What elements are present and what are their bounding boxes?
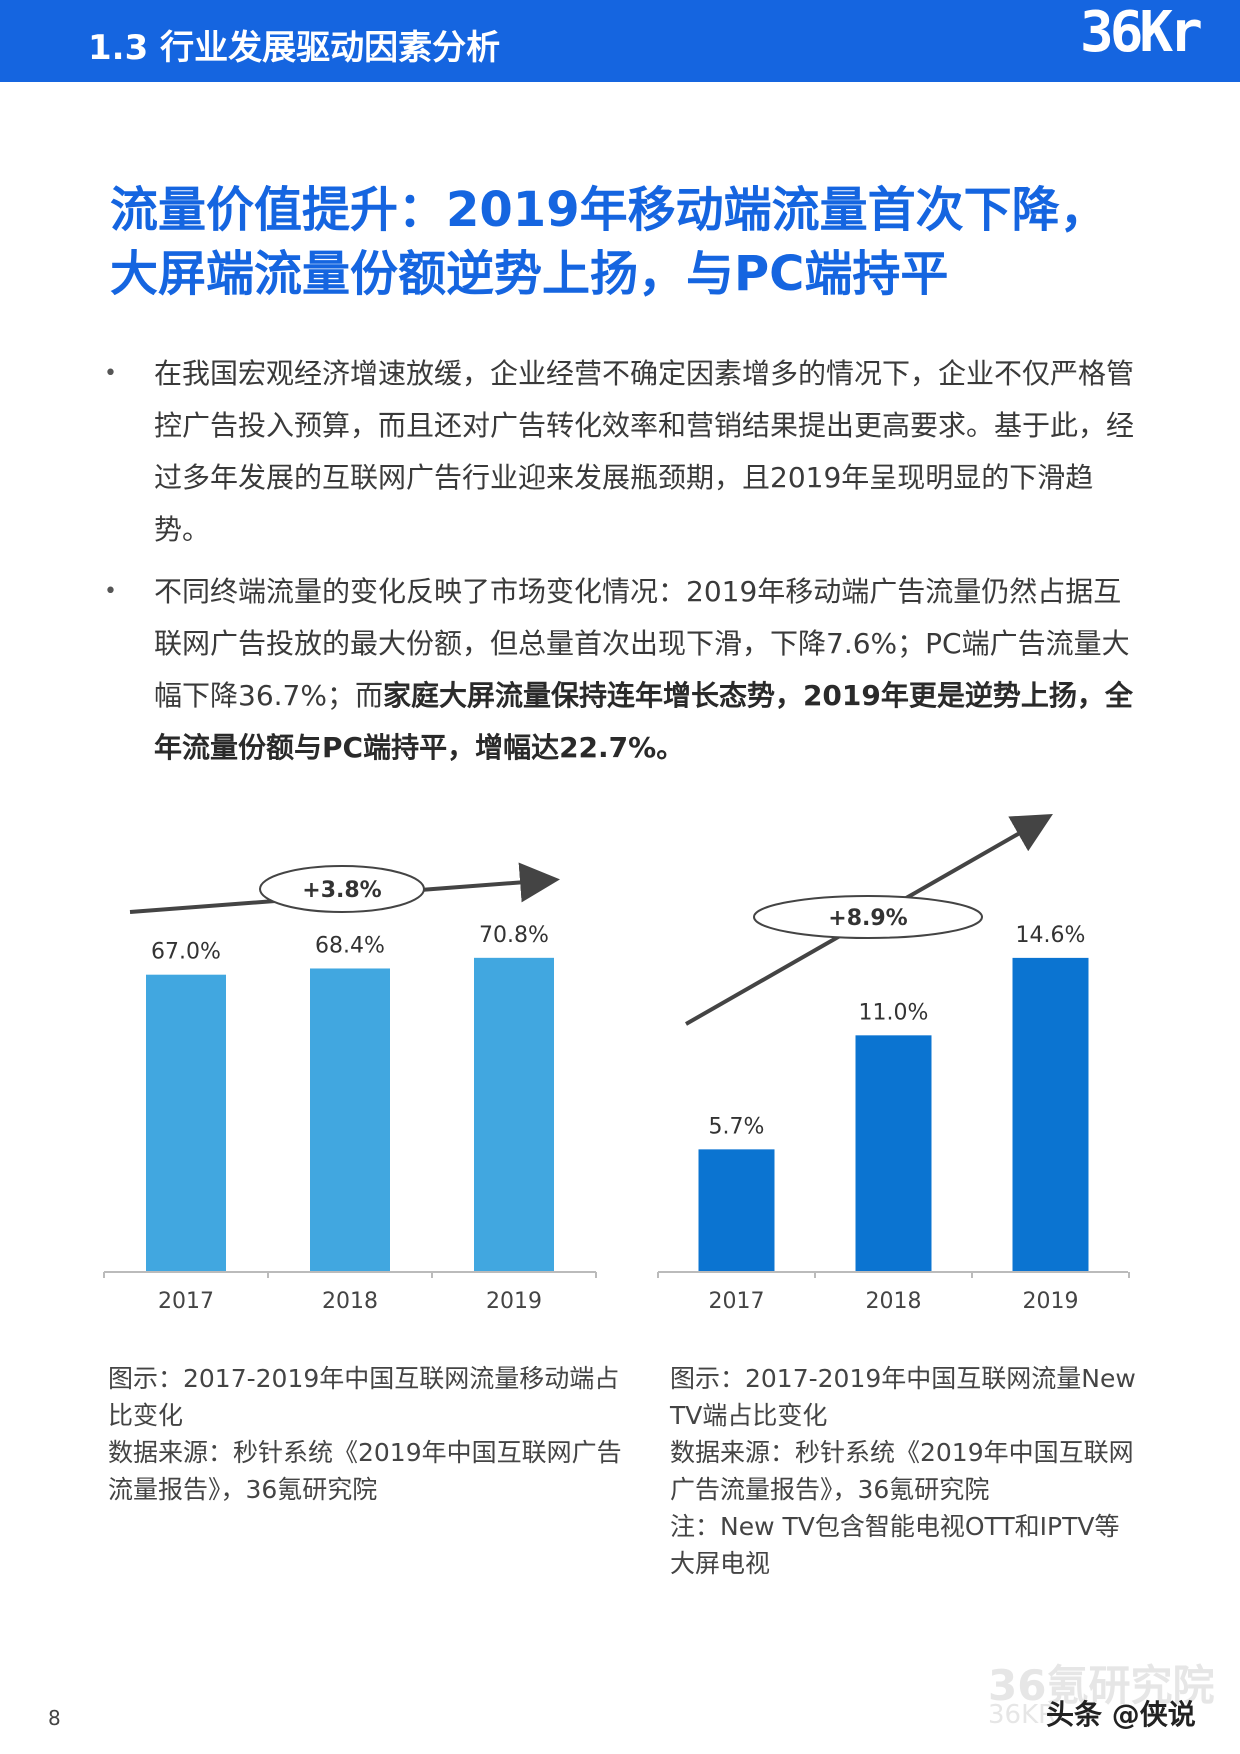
bar — [855, 1035, 932, 1272]
x-tick-label: 2017 — [158, 1289, 214, 1314]
bullet-item: • 在我国宏观经济增速放缓，企业经营不确定因素增多的情况下，企业不仅严格管控广告… — [104, 348, 1134, 556]
header-bar — [0, 0, 1240, 82]
x-tick-label: 2018 — [322, 1289, 378, 1314]
brand-logo: 36Kr — [1080, 0, 1203, 65]
bullet-dot-icon: • — [104, 361, 117, 386]
headline: 流量价值提升：2019年移动端流量首次下降， 大屏端流量份额逆势上扬，与PC端持… — [110, 178, 1170, 306]
growth-annotation-bubble — [753, 895, 983, 939]
source-tag: 头条 @侠说 — [1046, 1698, 1196, 1731]
left-chart-caption: 图示：2017-2019年中国互联网流量移动端占 比变化 数据来源：秒针系统《2… — [108, 1360, 622, 1508]
caption-line: 图示：2017-2019年中国互联网流量New — [670, 1364, 1136, 1393]
headline-line-2: 大屏端流量份额逆势上扬，与PC端持平 — [110, 246, 949, 302]
caption-line: 图示：2017-2019年中国互联网流量移动端占 — [108, 1364, 620, 1393]
caption-line: 比变化 — [108, 1401, 184, 1430]
bullet-text: 在我国宏观经济增速放缓，企业经营不确定因素增多的情况下，企业不仅严格管控广告投入… — [154, 357, 1135, 546]
x-tick-label: 2018 — [866, 1289, 922, 1314]
caption-line: 流量报告》，36氪研究院 — [108, 1475, 378, 1504]
x-tick-label: 2017 — [709, 1289, 765, 1314]
bullet-bold-text: 家庭大屏流量保持连年增长态势，2019年更是逆势上扬，全年流量份额与PC端持平，… — [154, 679, 1133, 764]
caption-line: 数据来源：秒针系统《2019年中国互联网 — [670, 1438, 1134, 1467]
bar — [146, 974, 226, 1272]
data-label: 67.0% — [151, 940, 221, 965]
caption-line: 注：New TV包含智能电视OTT和IPTV等 — [670, 1512, 1120, 1541]
new-tv-share-chart: 5.7% 2017 11.0% 2018 14.6% 2019 +8.9% — [657, 814, 1130, 1314]
mobile-share-chart: 67.0% 2017 68.4% 2018 70.8% 2019 +3.8% — [103, 862, 597, 1314]
bar — [1012, 957, 1089, 1272]
data-label: 68.4% — [315, 933, 385, 958]
caption-line: 数据来源：秒针系统《2019年中国互联网广告 — [108, 1438, 622, 1467]
data-label: 70.8% — [479, 923, 549, 948]
bullet-item: • 不同终端流量的变化反映了市场变化情况：2019年移动端广告流量仍然占据互联网… — [104, 566, 1134, 774]
growth-annotation-label: +3.8% — [302, 878, 381, 903]
data-label: 14.6% — [1016, 923, 1086, 948]
right-chart-caption: 图示：2017-2019年中国互联网流量New TV端占比变化 数据来源：秒针系… — [670, 1360, 1136, 1582]
section-title: 1.3 行业发展驱动因素分析 — [88, 28, 501, 68]
bar — [310, 968, 390, 1272]
data-label: 5.7% — [709, 1114, 765, 1139]
bullet-text: 不同终端流量的变化反映了市场变化情况：2019年移动端广告流量仍然占据互联网广告… — [154, 575, 1130, 712]
growth-annotation-label: +8.9% — [828, 906, 907, 931]
data-label: 11.0% — [859, 1000, 929, 1025]
bullet-list: • 在我国宏观经济增速放缓，企业经营不确定因素增多的情况下，企业不仅严格管控广告… — [104, 348, 1134, 784]
bullet-dot-icon: • — [104, 579, 117, 604]
watermark-main: 36氪研究院 — [988, 1661, 1215, 1710]
caption-line: 广告流量报告》，36氪研究院 — [670, 1475, 990, 1504]
headline-line-1: 流量价值提升：2019年移动端流量首次下降， — [110, 182, 1108, 238]
bar — [698, 1149, 775, 1272]
bar — [474, 957, 554, 1272]
watermark-sub: 36KR — [988, 1700, 1057, 1730]
x-tick-label: 2019 — [486, 1289, 542, 1314]
caption-line: TV端占比变化 — [670, 1401, 828, 1430]
page-number: 8 — [48, 1706, 61, 1730]
x-tick-label: 2019 — [1023, 1289, 1079, 1314]
caption-line: 大屏电视 — [670, 1549, 771, 1578]
growth-annotation-bubble — [259, 865, 425, 913]
